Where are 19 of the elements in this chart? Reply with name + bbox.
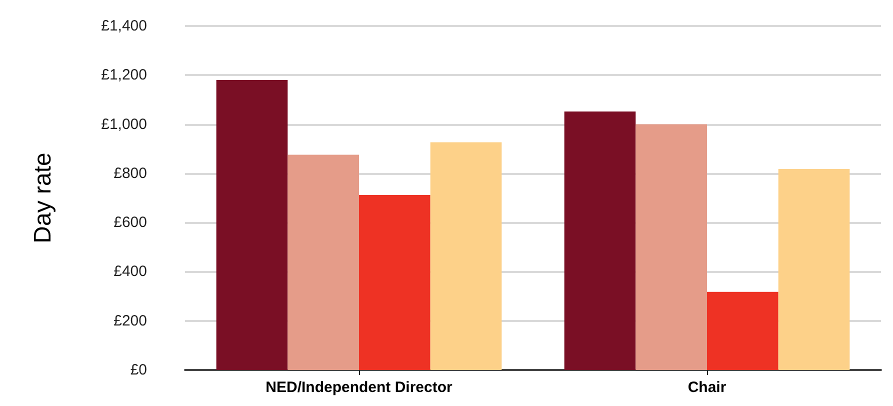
y-tick-label: £1,200 [101, 66, 147, 84]
bar [359, 195, 430, 370]
bar [216, 80, 288, 370]
bar [430, 142, 502, 370]
y-tick-label: £800 [114, 164, 147, 182]
y-tick-label: £1,000 [101, 116, 147, 133]
bar [636, 124, 707, 370]
y-tick-label: £400 [114, 263, 147, 280]
bar [707, 292, 778, 370]
bar [288, 154, 359, 370]
y-axis-title: Day rate [30, 152, 56, 244]
y-tick-label: £600 [114, 214, 147, 232]
x-tick-label: Chair [688, 379, 726, 396]
y-tick-label: £200 [114, 312, 147, 330]
bar [778, 169, 850, 370]
y-tick-label: £1,400 [101, 18, 147, 34]
x-tick-label: NED/Independent Director [266, 379, 453, 396]
bar [564, 112, 636, 370]
y-tick-label: £0 [130, 362, 147, 378]
